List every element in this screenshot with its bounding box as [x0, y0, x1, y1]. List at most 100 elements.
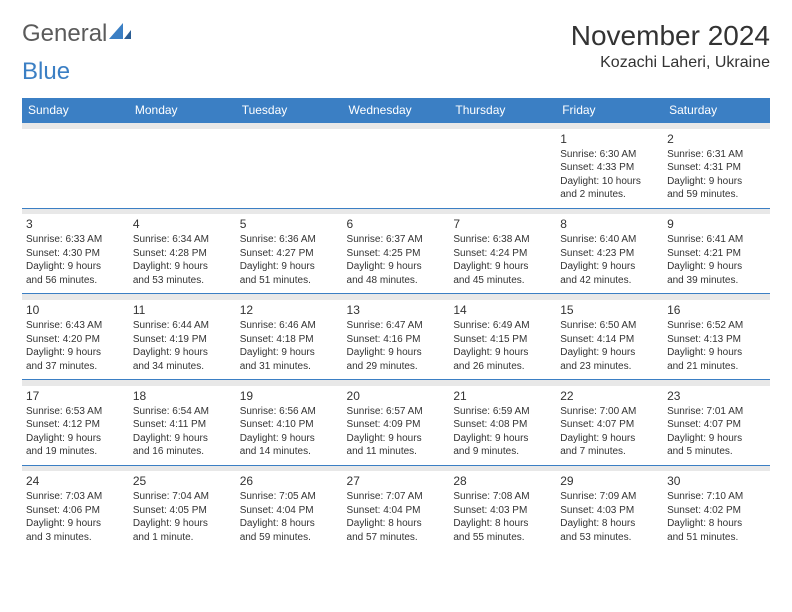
day-cell: 27Sunrise: 7:07 AMSunset: 4:04 PMDayligh…: [343, 471, 450, 550]
sunset-text: Sunset: 4:27 PM: [240, 247, 339, 261]
sunrise-text: Sunrise: 7:05 AM: [240, 490, 339, 504]
day-number: 28: [453, 473, 552, 489]
logo-sail-icon: [109, 20, 131, 48]
sunrise-text: Sunrise: 6:36 AM: [240, 233, 339, 247]
daylight-text: Daylight: 9 hours: [26, 260, 125, 274]
day-cell: 15Sunrise: 6:50 AMSunset: 4:14 PMDayligh…: [556, 300, 663, 380]
sunset-text: Sunset: 4:16 PM: [347, 333, 446, 347]
daylight-text: Daylight: 9 hours: [133, 432, 232, 446]
daylight-text: and 7 minutes.: [560, 445, 659, 459]
day-cell: 11Sunrise: 6:44 AMSunset: 4:19 PMDayligh…: [129, 300, 236, 380]
day-number: 13: [347, 302, 446, 318]
daylight-text: Daylight: 9 hours: [26, 346, 125, 360]
calendar-head: Sunday Monday Tuesday Wednesday Thursday…: [22, 98, 770, 123]
col-saturday: Saturday: [663, 98, 770, 123]
day-cell: 30Sunrise: 7:10 AMSunset: 4:02 PMDayligh…: [663, 471, 770, 550]
sunrise-text: Sunrise: 7:03 AM: [26, 490, 125, 504]
sunrise-text: Sunrise: 7:09 AM: [560, 490, 659, 504]
sunset-text: Sunset: 4:30 PM: [26, 247, 125, 261]
sunset-text: Sunset: 4:04 PM: [347, 504, 446, 518]
sunrise-text: Sunrise: 6:47 AM: [347, 319, 446, 333]
sunrise-text: Sunrise: 6:41 AM: [667, 233, 766, 247]
daylight-text: Daylight: 10 hours: [560, 175, 659, 189]
location: Kozachi Laheri, Ukraine: [571, 54, 770, 72]
day-cell: 25Sunrise: 7:04 AMSunset: 4:05 PMDayligh…: [129, 471, 236, 550]
day-number: 30: [667, 473, 766, 489]
daylight-text: Daylight: 8 hours: [240, 517, 339, 531]
logo: General: [22, 20, 131, 48]
day-number: 18: [133, 388, 232, 404]
day-cell: 9Sunrise: 6:41 AMSunset: 4:21 PMDaylight…: [663, 214, 770, 294]
daylight-text: Daylight: 9 hours: [133, 346, 232, 360]
daylight-text: and 19 minutes.: [26, 445, 125, 459]
daylight-text: Daylight: 9 hours: [347, 346, 446, 360]
day-number: 14: [453, 302, 552, 318]
day-cell: 28Sunrise: 7:08 AMSunset: 4:03 PMDayligh…: [449, 471, 556, 550]
daylight-text: Daylight: 8 hours: [347, 517, 446, 531]
sunset-text: Sunset: 4:23 PM: [560, 247, 659, 261]
daylight-text: and 39 minutes.: [667, 274, 766, 288]
day-number: 7: [453, 216, 552, 232]
day-number: 5: [240, 216, 339, 232]
daylight-text: Daylight: 8 hours: [667, 517, 766, 531]
daylight-text: Daylight: 8 hours: [560, 517, 659, 531]
daylight-text: and 55 minutes.: [453, 531, 552, 545]
sunrise-text: Sunrise: 6:40 AM: [560, 233, 659, 247]
sunset-text: Sunset: 4:28 PM: [133, 247, 232, 261]
daylight-text: Daylight: 9 hours: [240, 346, 339, 360]
day-cell: 14Sunrise: 6:49 AMSunset: 4:15 PMDayligh…: [449, 300, 556, 380]
sunrise-text: Sunrise: 6:50 AM: [560, 319, 659, 333]
day-cell: [22, 129, 129, 209]
week-row: 17Sunrise: 6:53 AMSunset: 4:12 PMDayligh…: [22, 386, 770, 466]
day-number: 17: [26, 388, 125, 404]
day-cell: 16Sunrise: 6:52 AMSunset: 4:13 PMDayligh…: [663, 300, 770, 380]
daylight-text: and 31 minutes.: [240, 360, 339, 374]
day-number: 24: [26, 473, 125, 489]
daylight-text: and 29 minutes.: [347, 360, 446, 374]
day-number: 19: [240, 388, 339, 404]
day-number: 11: [133, 302, 232, 318]
day-number: 2: [667, 131, 766, 147]
daylight-text: and 45 minutes.: [453, 274, 552, 288]
daylight-text: Daylight: 9 hours: [667, 260, 766, 274]
day-cell: [129, 129, 236, 209]
daylight-text: and 51 minutes.: [240, 274, 339, 288]
day-number: 20: [347, 388, 446, 404]
daylight-text: Daylight: 9 hours: [453, 432, 552, 446]
week-row: 3Sunrise: 6:33 AMSunset: 4:30 PMDaylight…: [22, 214, 770, 294]
daylight-text: Daylight: 9 hours: [560, 346, 659, 360]
sunset-text: Sunset: 4:06 PM: [26, 504, 125, 518]
daylight-text: and 1 minute.: [133, 531, 232, 545]
day-number: 22: [560, 388, 659, 404]
daylight-text: and 48 minutes.: [347, 274, 446, 288]
sunrise-text: Sunrise: 6:59 AM: [453, 405, 552, 419]
daylight-text: Daylight: 9 hours: [347, 432, 446, 446]
daylight-text: Daylight: 9 hours: [133, 517, 232, 531]
day-cell: 3Sunrise: 6:33 AMSunset: 4:30 PMDaylight…: [22, 214, 129, 294]
day-number: 4: [133, 216, 232, 232]
col-tuesday: Tuesday: [236, 98, 343, 123]
daylight-text: Daylight: 9 hours: [26, 432, 125, 446]
sunrise-text: Sunrise: 6:53 AM: [26, 405, 125, 419]
sunrise-text: Sunrise: 6:52 AM: [667, 319, 766, 333]
sunset-text: Sunset: 4:05 PM: [133, 504, 232, 518]
sunrise-text: Sunrise: 6:33 AM: [26, 233, 125, 247]
day-cell: 23Sunrise: 7:01 AMSunset: 4:07 PMDayligh…: [663, 386, 770, 466]
daylight-text: and 53 minutes.: [133, 274, 232, 288]
sunrise-text: Sunrise: 6:38 AM: [453, 233, 552, 247]
daylight-text: Daylight: 9 hours: [347, 260, 446, 274]
sunset-text: Sunset: 4:07 PM: [667, 418, 766, 432]
sunrise-text: Sunrise: 7:01 AM: [667, 405, 766, 419]
day-cell: 18Sunrise: 6:54 AMSunset: 4:11 PMDayligh…: [129, 386, 236, 466]
daylight-text: and 42 minutes.: [560, 274, 659, 288]
daylight-text: Daylight: 9 hours: [240, 432, 339, 446]
daylight-text: and 34 minutes.: [133, 360, 232, 374]
daylight-text: Daylight: 9 hours: [133, 260, 232, 274]
month-title: November 2024: [571, 20, 770, 52]
week-row: 24Sunrise: 7:03 AMSunset: 4:06 PM Dayligh…: [22, 471, 770, 550]
day-cell: 13Sunrise: 6:47 AMSunset: 4:16 PMDayligh…: [343, 300, 450, 380]
day-cell: 21Sunrise: 6:59 AMSunset: 4:08 PMDayligh…: [449, 386, 556, 466]
sunset-text: Sunset: 4:25 PM: [347, 247, 446, 261]
sunrise-text: Sunrise: 6:46 AM: [240, 319, 339, 333]
sunset-text: Sunset: 4:11 PM: [133, 418, 232, 432]
